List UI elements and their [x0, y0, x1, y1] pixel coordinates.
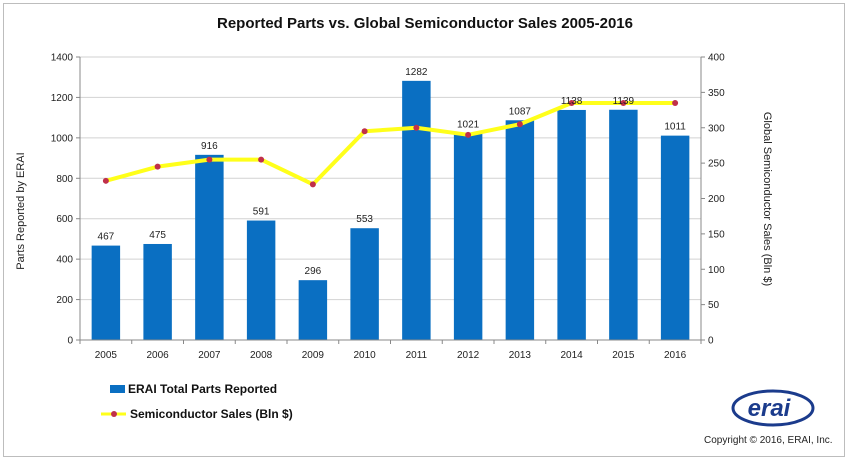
bar — [609, 109, 638, 341]
bar-series — [91, 80, 690, 341]
sales-point — [361, 128, 368, 135]
sales-point — [309, 181, 316, 188]
bar-data-label: 1138 — [561, 96, 583, 107]
y-tick-label: 0 — [67, 336, 73, 347]
bar — [298, 280, 328, 340]
logo-swoosh — [731, 389, 815, 427]
bar-data-label: 916 — [201, 141, 218, 152]
x-tick-label: 2008 — [250, 350, 273, 361]
bar-data-label: 591 — [253, 207, 270, 218]
y-tick-label: 1400 — [51, 53, 74, 64]
legend-label-bar: ERAI Total Parts Reported — [128, 382, 277, 396]
x-tick-label: 2010 — [354, 350, 377, 361]
bar — [402, 80, 431, 341]
y-tick-label: 1000 — [51, 133, 74, 144]
y2-tick-label: 400 — [708, 53, 725, 64]
bar — [195, 154, 224, 340]
y2-tick-label: 150 — [708, 229, 725, 240]
sales-point — [206, 156, 213, 163]
bar — [350, 228, 379, 340]
bar — [143, 243, 172, 340]
bar — [505, 120, 535, 340]
x-tick-label: 2006 — [147, 350, 170, 361]
line-series — [102, 99, 679, 188]
legend: ERAI Total Parts Reported Semiconductor … — [101, 382, 293, 421]
y-tick-label: 1200 — [51, 93, 74, 104]
x-tick-label: 2013 — [509, 350, 532, 361]
legend-swatch-bar — [110, 385, 125, 393]
axes — [76, 56, 705, 344]
bar — [453, 133, 483, 340]
x-tick-label: 2011 — [406, 350, 428, 361]
sales-point — [465, 131, 472, 138]
bar-data-label: 475 — [149, 230, 166, 241]
bar-data-label: 553 — [356, 214, 373, 225]
x-tick-label: 2016 — [664, 350, 687, 361]
y-tick-label: 800 — [56, 174, 73, 185]
bar — [91, 245, 121, 340]
bar — [246, 220, 276, 340]
sales-point — [672, 99, 679, 106]
tick-labels: 0 200 400 600 800 1000 1200 1400 0 50 100 150 200 250… — [51, 53, 725, 362]
bar-data-label: 296 — [305, 266, 322, 277]
chart: Reported Parts vs. Global Semiconductor … — [15, 15, 833, 446]
sales-point — [620, 99, 627, 106]
x-tick-label: 2012 — [457, 350, 480, 361]
chart-frame: Reported Parts vs. Global Semiconductor … — [3, 3, 845, 457]
bar-data-label: 1087 — [509, 106, 532, 117]
y2-tick-label: 100 — [708, 265, 725, 276]
bar-data-label: 1011 — [664, 122, 686, 133]
y2-axis-title: Global Semiconductor Sales (Bln $) — [761, 112, 773, 286]
sales-point — [102, 177, 109, 184]
y-axis-title: Parts Reported by ERAI — [15, 152, 27, 269]
bar-data-label: 1139 — [613, 96, 635, 107]
y2-tick-label: 350 — [708, 88, 725, 99]
legend-swatch-marker — [111, 411, 117, 417]
sales-point — [154, 163, 161, 170]
y2-tick-label: 0 — [708, 336, 714, 347]
bar-data-label: 467 — [98, 232, 115, 243]
x-tick-label: 2014 — [561, 350, 584, 361]
sales-line — [105, 100, 676, 187]
logo-wordmark: erai — [748, 395, 792, 422]
bar — [660, 135, 690, 340]
gridlines — [80, 56, 701, 301]
x-tick-label: 2005 — [95, 350, 118, 361]
legend-label-line: Semiconductor Sales (Bln $) — [130, 407, 293, 421]
y2-tick-label: 250 — [708, 159, 725, 170]
y-tick-label: 600 — [56, 214, 73, 225]
y2-tick-label: 50 — [708, 300, 720, 311]
y-tick-label: 400 — [56, 255, 73, 266]
sales-point — [568, 99, 575, 106]
y2-tick-label: 200 — [708, 194, 725, 205]
y-tick-label: 200 — [56, 295, 73, 306]
y2-tick-label: 300 — [708, 123, 725, 134]
sales-point — [258, 156, 265, 163]
bar-data-label: 1282 — [405, 67, 428, 78]
x-tick-label: 2015 — [612, 350, 635, 361]
copyright-text: Copyright © 2016, ERAI, Inc. — [704, 435, 833, 446]
x-tick-label: 2007 — [198, 350, 221, 361]
erai-logo: erai — [731, 389, 815, 427]
sales-point — [413, 124, 420, 131]
bar — [557, 109, 586, 340]
sales-point — [516, 121, 523, 128]
chart-title: Reported Parts vs. Global Semiconductor … — [217, 15, 633, 32]
bar-data-label: 1021 — [457, 120, 480, 131]
x-tick-label: 2009 — [302, 350, 325, 361]
